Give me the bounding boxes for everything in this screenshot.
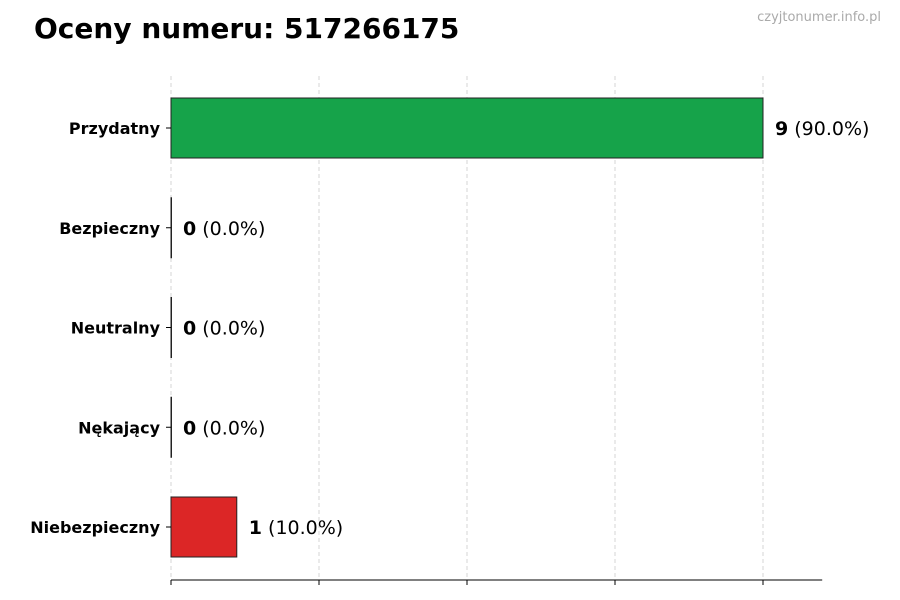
data-label-value: 0 — [183, 318, 196, 340]
data-label-percent: (90.0%) — [788, 118, 869, 140]
bar-bezpieczny — [170, 197, 172, 259]
data-label-percent: (0.0%) — [196, 417, 265, 439]
y-tick-label: Bezpieczny — [59, 219, 160, 238]
data-label: 9 (90.0%) — [775, 118, 869, 140]
data-label: 0 (0.0%) — [183, 318, 265, 340]
y-tick-label: Neutralny — [71, 319, 161, 338]
chart-title: Oceny numeru: 517266175 — [34, 12, 460, 45]
data-label-percent: (0.0%) — [196, 218, 265, 240]
y-tick-label: Nękający — [78, 418, 160, 437]
data-label: 0 (0.0%) — [183, 417, 265, 439]
y-tick-label: Niebezpieczny — [30, 518, 160, 537]
data-label-value: 0 — [183, 218, 196, 240]
bar-neutralny — [170, 297, 172, 358]
data-label: 0 (0.0%) — [183, 218, 265, 240]
bar-nękający — [170, 396, 172, 458]
watermark: czyjtonumer.info.pl — [757, 10, 881, 25]
data-label: 1 (10.0%) — [249, 517, 343, 539]
data-label-value: 0 — [183, 417, 196, 439]
data-label-percent: (10.0%) — [262, 517, 343, 539]
bar-przydatny — [170, 97, 764, 159]
data-label-value: 1 — [249, 517, 262, 539]
y-tick-label: Przydatny — [69, 119, 161, 138]
data-label-value: 9 — [775, 118, 788, 140]
bar-niebezpieczny — [170, 496, 238, 558]
data-label-percent: (0.0%) — [196, 318, 265, 340]
